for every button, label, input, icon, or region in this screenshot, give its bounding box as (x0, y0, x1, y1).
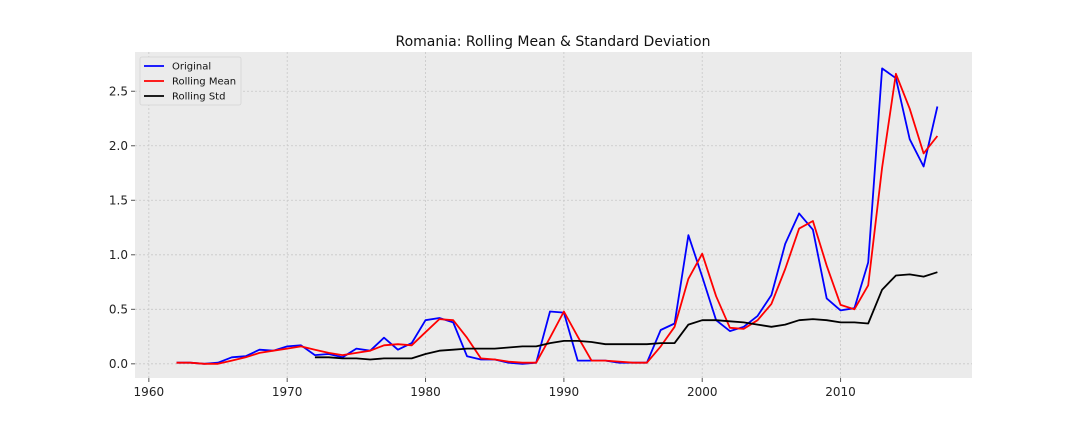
x-tick-label: 1960 (134, 385, 165, 399)
x-tick-label: 1990 (549, 385, 580, 399)
series-line-rolling-std (314, 271, 938, 361)
legend-label-rolling-std: Rolling Std (172, 92, 225, 103)
y-tick-label: 1.5 (109, 193, 128, 207)
y-axis-ticks: 0.0 0.5 1.0 1.5 2.0 2.5 (109, 84, 135, 371)
y-tick-label: 2.5 (109, 84, 128, 98)
series-line-rolling-mean (176, 72, 939, 365)
chart-title: Romania: Rolling Mean & Standard Deviati… (396, 34, 711, 50)
legend-label-rolling-mean: Rolling Mean (172, 77, 236, 88)
grid-lines (135, 52, 972, 378)
y-tick-label: 2.0 (109, 139, 128, 153)
legend: Original Rolling Mean Rolling Std (139, 56, 242, 106)
series-lines (176, 67, 939, 365)
x-axis-ticks: 1960 1970 1980 1990 2000 2010 (134, 378, 856, 399)
x-tick-label: 1970 (272, 385, 303, 399)
x-tick-label: 2010 (825, 385, 856, 399)
x-tick-label: 1980 (410, 385, 441, 399)
x-tick-label: 2000 (687, 385, 718, 399)
y-tick-label: 1.0 (109, 248, 128, 262)
legend-box (139, 56, 242, 106)
y-tick-label: 0.0 (109, 357, 128, 371)
plot-background (135, 52, 972, 378)
y-tick-label: 0.5 (109, 302, 128, 316)
legend-label-original: Original (172, 62, 211, 73)
